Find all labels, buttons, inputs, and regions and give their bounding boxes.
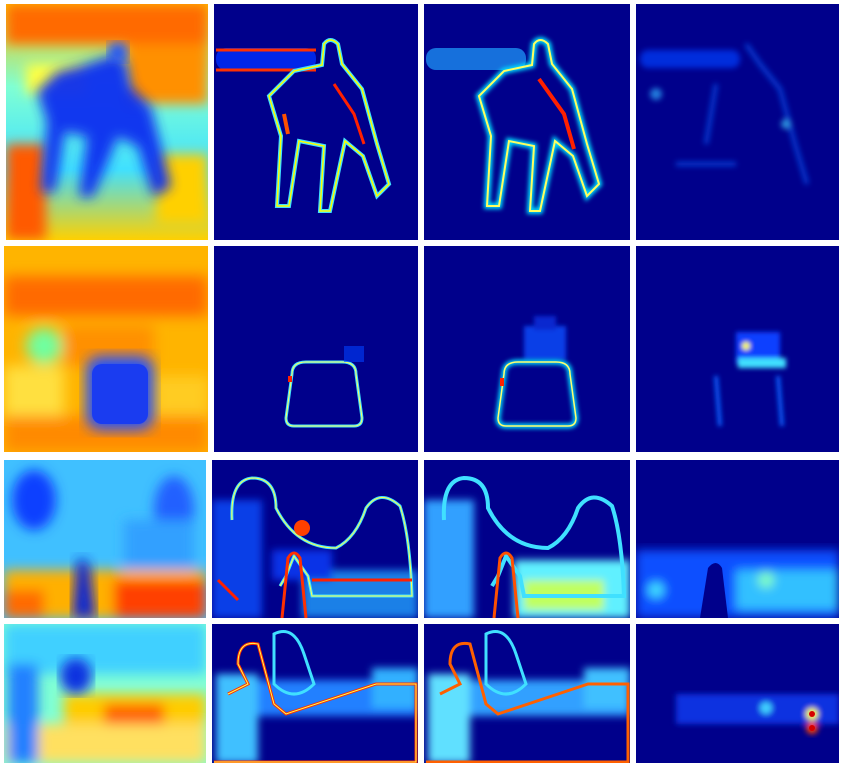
row1-col3-heatmap bbox=[424, 4, 630, 240]
row2-col2-heatmap bbox=[214, 246, 418, 452]
row3-col3-heatmap bbox=[424, 460, 630, 618]
row2-col1-heatmap bbox=[4, 246, 208, 452]
row2-col4-heatmap bbox=[636, 246, 839, 452]
row3-col1-heatmap bbox=[4, 460, 206, 618]
row1-col1-heatmap bbox=[6, 4, 208, 240]
row4-col3-heatmap bbox=[424, 624, 630, 763]
row3-col2-heatmap bbox=[212, 460, 418, 618]
row4-col4-heatmap bbox=[636, 624, 839, 763]
row2-col3-heatmap bbox=[424, 246, 630, 452]
row1-col2-heatmap bbox=[214, 4, 418, 240]
row3-col4-heatmap bbox=[636, 460, 839, 618]
row4-col2-heatmap bbox=[212, 624, 418, 763]
row1-col4-heatmap bbox=[636, 4, 839, 240]
row4-col1-heatmap bbox=[4, 624, 206, 763]
